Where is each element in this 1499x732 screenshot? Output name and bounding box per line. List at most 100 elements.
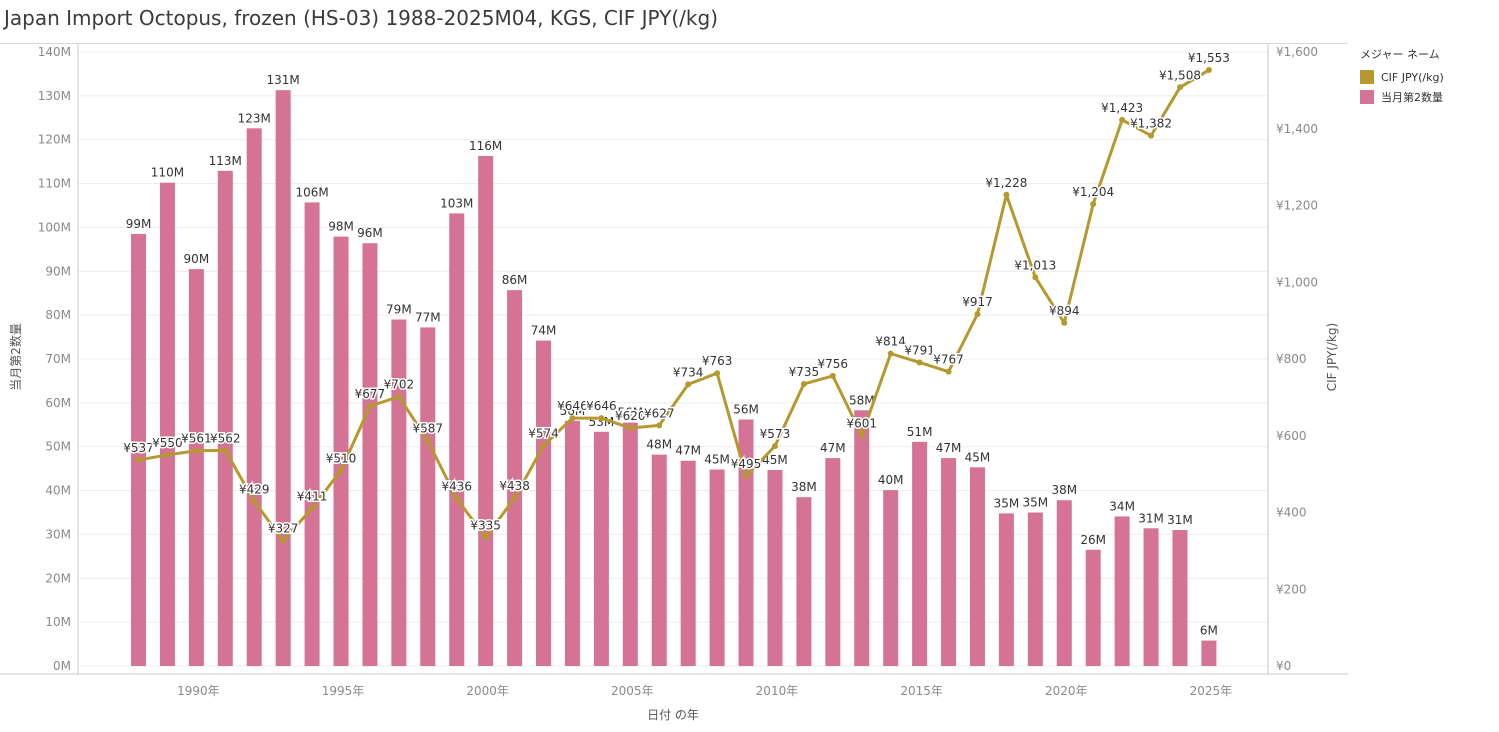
price-point [1205, 67, 1212, 74]
bar [1114, 516, 1130, 666]
left-axis-title: 当月第2数量 [8, 323, 23, 391]
price-label: ¥1,228 [985, 176, 1027, 190]
price-point [453, 495, 460, 502]
bar [738, 419, 754, 666]
bar-label: 56M [560, 404, 586, 418]
price-label: ¥620 [615, 409, 646, 423]
bar [1085, 549, 1101, 666]
bar-label: 77M [415, 310, 441, 324]
left-tick-label: 120M [38, 133, 71, 147]
bar [709, 469, 725, 666]
price-label: ¥429 [239, 482, 270, 496]
price-point [540, 442, 547, 449]
bar [536, 340, 552, 666]
bar [622, 422, 638, 666]
price-point [714, 370, 721, 377]
bar-label: 31M [1138, 511, 1164, 525]
bar-label: 48M [646, 438, 672, 452]
bar [131, 234, 146, 666]
price-point [1032, 274, 1039, 281]
price-label: ¥587 [413, 422, 444, 436]
price-label: ¥917 [962, 295, 993, 309]
bar-label: 6M [1200, 624, 1218, 638]
left-tick-label: 140M [38, 45, 71, 59]
bar-label: 74M [531, 324, 557, 338]
price-point [800, 380, 807, 387]
bar [449, 213, 465, 666]
price-label: ¥601 [846, 416, 877, 430]
x-tick-label: 2000年 [466, 684, 509, 698]
right-tick-label: ¥0 [1276, 659, 1291, 673]
price-label: ¥1,553 [1188, 51, 1230, 65]
right-tick-label: ¥200 [1276, 582, 1307, 596]
legend-item-cif[interactable]: CIF JPY(/kg) [1360, 67, 1444, 87]
bar [1027, 512, 1043, 666]
bar [188, 269, 204, 666]
price-point [482, 534, 489, 541]
bar-label: 35M [994, 496, 1020, 510]
bar [275, 90, 291, 667]
price-label: ¥702 [384, 378, 415, 392]
left-tick-label: 30M [45, 527, 71, 541]
legend-label-quantity: 当月第2数量 [1381, 91, 1443, 104]
price-point [569, 415, 576, 422]
x-tick-label: 1995年 [322, 684, 365, 698]
bar [941, 458, 957, 666]
bar-label: 38M [1051, 483, 1077, 497]
left-tick-label: 130M [38, 89, 71, 103]
bar [1056, 500, 1072, 666]
price-label: ¥537 [123, 441, 154, 455]
price-point [193, 447, 200, 454]
x-tick-label: 2020年 [1045, 684, 1088, 698]
price-point [771, 443, 778, 450]
price-point [945, 368, 952, 375]
bar [998, 513, 1014, 666]
legend-item-quantity[interactable]: 当月第2数量 [1360, 87, 1444, 107]
bar-label: 56M [733, 403, 759, 417]
price-label: ¥756 [818, 357, 849, 371]
bar [593, 431, 609, 666]
bar [680, 460, 696, 666]
price-label: ¥734 [673, 365, 704, 379]
price-point [222, 447, 229, 454]
bar-label: 45M [762, 453, 788, 467]
bar-label: 98M [328, 220, 354, 234]
price-point [280, 537, 287, 544]
bar [825, 458, 841, 666]
bar-label: 86M [502, 273, 528, 287]
legend-title: メジャー ネーム [1360, 48, 1440, 61]
x-tick-label: 2010年 [756, 684, 799, 698]
bar [478, 155, 494, 667]
price-point [858, 432, 865, 439]
bar [1143, 528, 1159, 666]
price-label: ¥411 [297, 489, 328, 503]
price-label: ¥791 [904, 343, 935, 357]
price-point [1090, 200, 1097, 207]
price-label: ¥627 [644, 406, 675, 420]
bar [246, 128, 262, 667]
bar-label: 35M [1023, 496, 1049, 510]
legend: メジャー ネーム CIF JPY(/kg) 当月第2数量 [1360, 46, 1444, 107]
bar-label: 58M [849, 393, 875, 407]
legend-label-cif: CIF JPY(/kg) [1381, 70, 1444, 84]
price-point [685, 381, 692, 388]
price-point [974, 311, 981, 318]
price-point [424, 437, 431, 444]
price-point [366, 403, 373, 410]
bar [391, 319, 407, 666]
bar-label: 34M [1109, 499, 1135, 513]
x-tick-label: 1990年 [177, 684, 220, 698]
bar-label: 26M [1080, 533, 1106, 547]
right-tick-label: ¥1,400 [1276, 122, 1318, 136]
bar-label: 90M [184, 252, 210, 266]
left-tick-label: 50M [45, 440, 71, 454]
bar [564, 420, 580, 666]
price-label: ¥767 [933, 353, 964, 367]
price-label: ¥562 [210, 431, 241, 445]
left-tick-label: 20M [45, 571, 71, 585]
x-tick-label: 2025年 [1190, 684, 1233, 698]
line-series [135, 67, 1212, 544]
price-point [1061, 319, 1068, 326]
price-point [395, 393, 402, 400]
